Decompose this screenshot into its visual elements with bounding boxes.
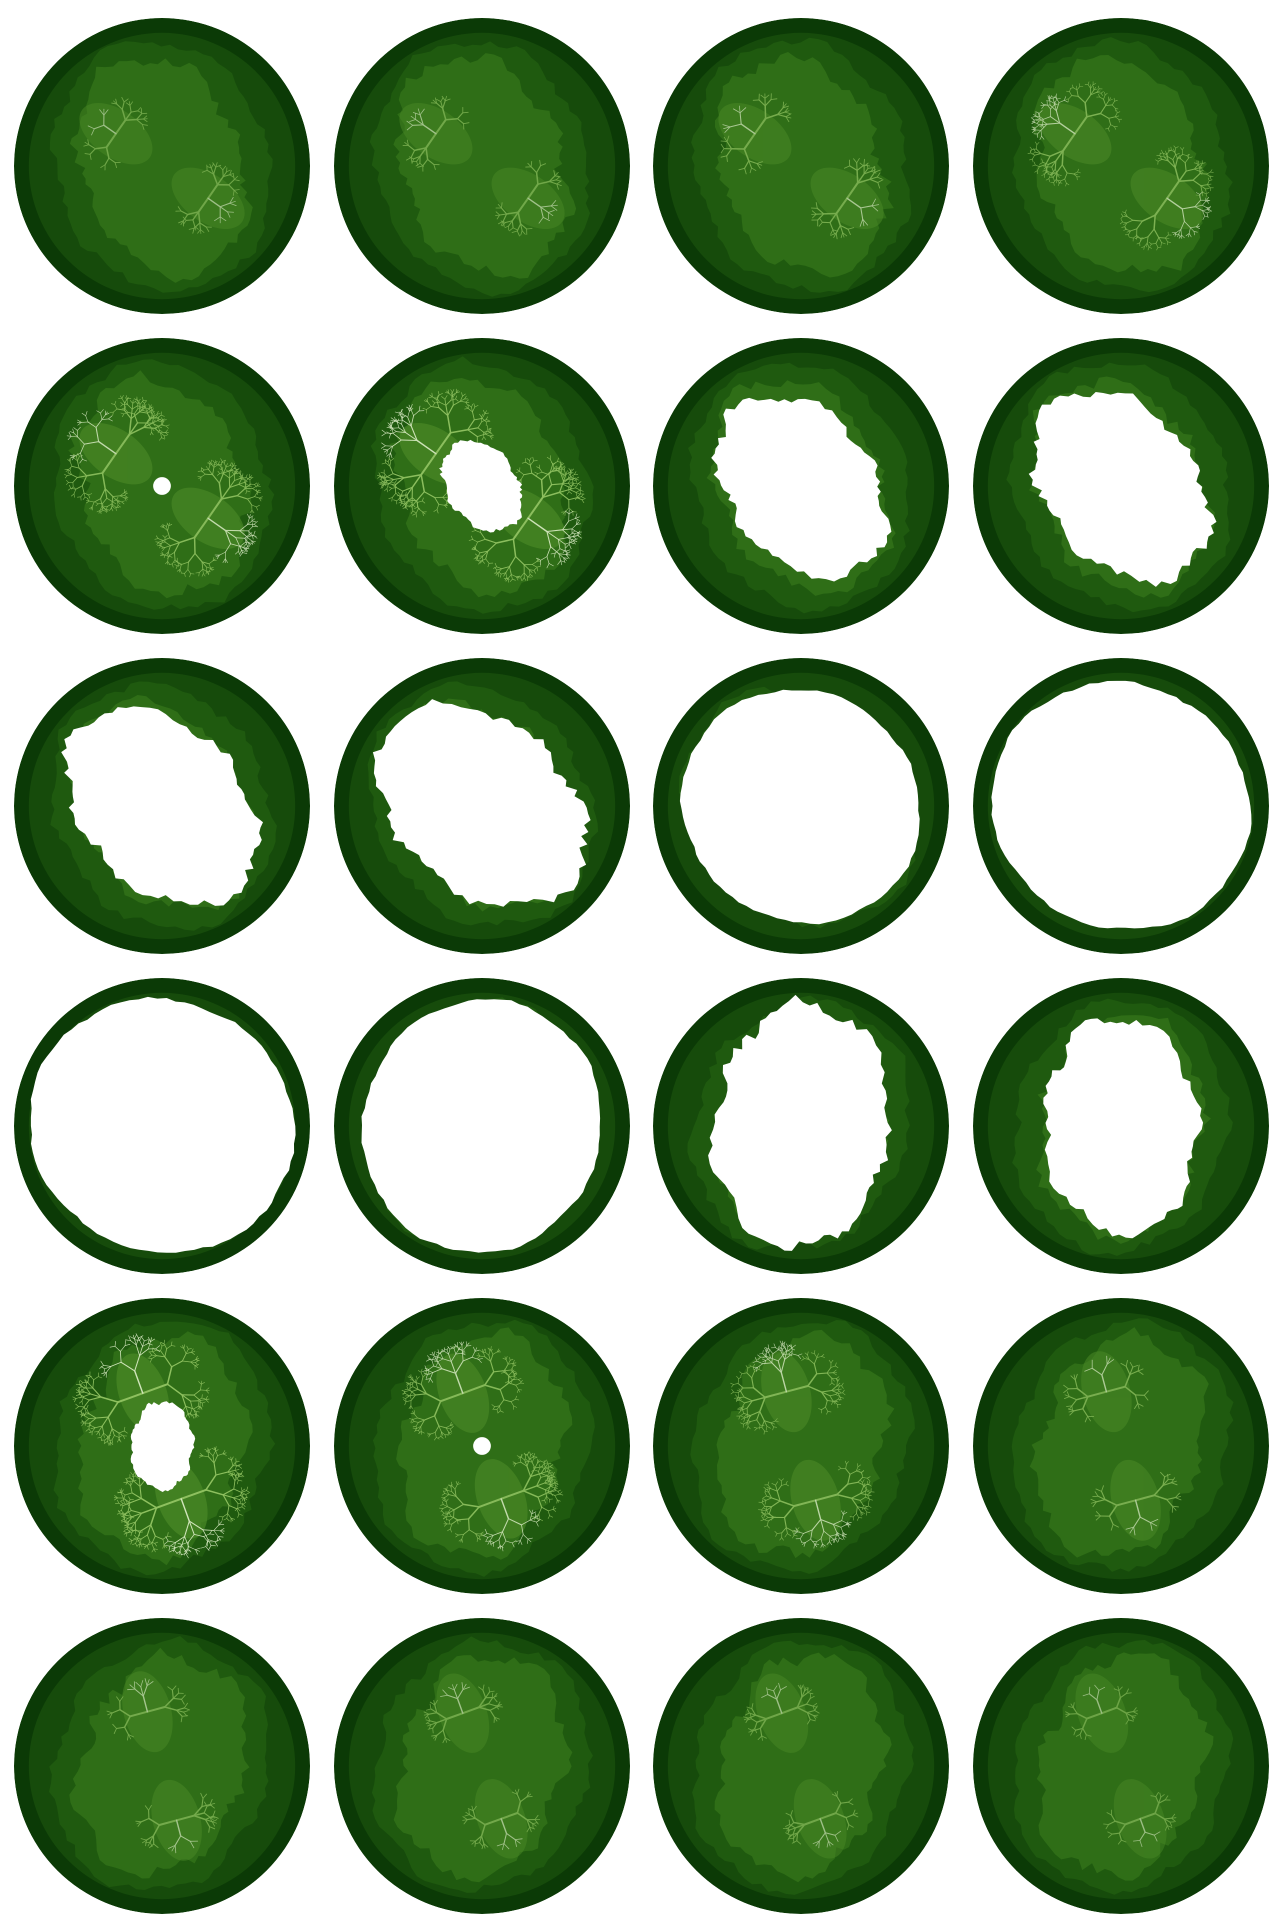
julia-set-frame-7 [653,338,949,634]
fractal-disc [653,338,949,634]
julia-set-frame-11 [653,658,949,954]
fractal-disc [973,1618,1269,1914]
fractal-disc [334,1618,630,1914]
fractal-disc [334,18,630,314]
filled-julia-interior [361,999,601,1253]
julia-set-frame-8 [973,338,1269,634]
band-4 [716,1329,895,1559]
fractal-filaments [79,96,245,234]
filled-julia-interior [30,996,296,1253]
fractal-disc [973,18,1269,314]
filled-julia-interior [153,477,171,495]
fractal-filaments [1027,81,1214,251]
fractal-disc [973,658,1269,954]
julia-set-frame-9 [14,658,310,954]
fractal-filaments [401,1341,564,1552]
fractal-filaments [423,1673,541,1859]
fractal-filaments [106,1671,219,1861]
fractal-disc [14,1618,310,1914]
julia-set-frame-3 [653,18,949,314]
julia-set-frame-23 [653,1618,949,1914]
julia-set-frame-18 [334,1298,630,1594]
fractal-filaments [718,93,884,240]
fractal-disc [334,1298,630,1594]
julia-set-frame-21 [14,1618,310,1914]
filled-julia-interior [439,439,523,533]
filled-julia-interior [372,699,591,907]
fractal-disc [14,1298,310,1594]
fractal-filaments [399,95,565,237]
filled-julia-interior [473,1437,491,1455]
julia-set-frame-1 [14,18,310,314]
fractal-filaments [64,395,263,578]
fractal-disc [973,978,1269,1274]
fractal-disc [653,18,949,314]
julia-set-frame-13 [14,978,310,1274]
julia-set-frame-14 [334,978,630,1274]
band-4 [393,1655,573,1883]
julia-set-frame-22 [334,1618,630,1914]
fractal-filaments [1063,1351,1182,1541]
julia-set-frame-16 [973,978,1269,1274]
band-4 [1036,1652,1214,1881]
julia-set-frame-2 [334,18,630,314]
julia-set-frame-4 [973,18,1269,314]
fractal-disc [334,338,630,634]
band-4 [1029,1327,1209,1558]
filled-julia-interior [61,706,264,906]
fractal-disc [973,338,1269,634]
julia-set-frame-15 [653,978,949,1274]
fractal-filaments [743,1673,859,1859]
filled-julia-interior [708,994,892,1251]
fractal-disc [334,978,630,1274]
fractal-disc [14,978,310,1274]
fractal-disc [653,658,949,954]
julia-set-frame-24 [973,1618,1269,1914]
filled-julia-interior [1028,392,1217,587]
fractal-filaments [730,1340,875,1549]
julia-set-frame-5 [14,338,310,634]
band-4 [393,53,577,279]
julia-set-frame-17 [14,1298,310,1594]
filled-julia-interior [991,680,1252,929]
fractal-disc [14,658,310,954]
julia-set-frame-12 [973,658,1269,954]
band-4 [69,1647,250,1879]
fractal-disc [653,978,949,1274]
julia-set-frame-6 [334,338,630,634]
julia-set-frame-10 [334,658,630,954]
fractal-disc [653,1618,949,1914]
fractal-disc [653,1298,949,1594]
fractal-disc [14,18,310,314]
fractal-disc [334,658,630,954]
fractal-disc [14,338,310,634]
filled-julia-interior [130,1401,196,1492]
julia-set-frame-20 [973,1298,1269,1594]
filled-julia-interior [711,397,892,582]
fractal-disc [973,1298,1269,1594]
fractal-filaments [1065,1673,1177,1859]
julia-set-frame-19 [653,1298,949,1594]
band-4 [714,1652,892,1883]
filled-julia-interior [679,689,920,925]
filled-julia-interior [1043,1018,1204,1239]
